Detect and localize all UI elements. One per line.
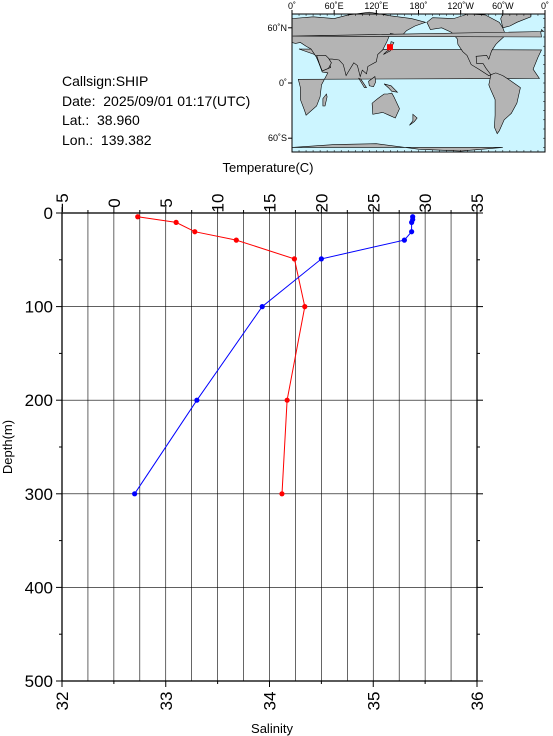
salinity-data-point (132, 491, 138, 497)
australia-land (371, 92, 400, 119)
salinity-data-point (409, 219, 415, 225)
temperature-tick-label: 35 (468, 194, 487, 213)
depth-tick-label: 100 (25, 298, 53, 317)
temperature-tick-label: 20 (312, 194, 331, 213)
south-america-land (488, 72, 521, 135)
salinity-data-point (401, 237, 407, 243)
newguinea-land (383, 83, 399, 93)
temperature-tick-label: −5 (53, 193, 72, 212)
salinity-axis-label: Salinity (251, 721, 293, 736)
map-top-tick-label: 120˚W (447, 1, 474, 11)
temperature-data-point (302, 304, 308, 310)
temperature-data-point (284, 397, 290, 403)
map-top-tick-label: 60˚W (492, 1, 514, 11)
salinity-data-point (194, 397, 200, 403)
salinity-data-point (259, 304, 265, 310)
map-left-tick-label: 0˚ (279, 78, 287, 88)
temperature-tick-label: 25 (364, 194, 383, 213)
depth-tick-label: 200 (25, 391, 53, 410)
temperature-axis-label: Temperature(C) (222, 160, 313, 175)
map-top-tick-label: 120˚E (364, 1, 388, 11)
temperature-data-point (233, 237, 239, 243)
temperature-profile-line (137, 216, 306, 494)
map-left-tick-label: 60˚S (268, 133, 287, 143)
salinity-profile-line (134, 216, 414, 495)
salinity-tick-label: 33 (157, 692, 176, 711)
temperature-data-point (192, 229, 198, 235)
depth-axis-label: Depth(m) (0, 420, 15, 474)
temperature-data-point (135, 214, 141, 220)
world-map: 0˚ 60˚E 120˚E 180˚ 120˚W 60˚W 0˚ 60˚N 0˚ 60˚S (267, 1, 549, 153)
salinity-tick-label: 34 (261, 692, 280, 711)
north-america-land (426, 13, 506, 76)
callsign-label: Callsign:SHIP (62, 73, 149, 89)
station-marker (386, 44, 393, 51)
temperature-tick-label: 30 (416, 194, 435, 213)
station-info: Callsign:SHIP Date: 2025/09/01 01:17(UTC… (62, 72, 250, 150)
temperature-data-point (291, 256, 297, 262)
depth-tick-label: 400 (25, 578, 53, 597)
map-left-tick-label: 60˚N (267, 23, 287, 33)
map-top-tick-label: 60˚E (325, 1, 344, 11)
temperature-tick-label: 10 (209, 194, 228, 213)
madagascar-land (322, 93, 328, 107)
borneo-land (368, 76, 376, 88)
temperature-tick-label: 0 (105, 198, 124, 207)
map-top-tick-label: 0˚ (288, 1, 296, 11)
lat-label: Lat.: 38.960 (62, 112, 140, 128)
temperature-tick-label: 15 (261, 194, 280, 213)
salinity-tick-label: 32 (53, 692, 72, 711)
salinity-data-point (409, 229, 415, 235)
depth-tick-label: 0 (44, 204, 53, 223)
salinity-tick-label: 36 (468, 692, 487, 711)
temperature-data-point (279, 491, 285, 497)
new-zealand-land (409, 113, 418, 126)
salinity-data-point (318, 256, 324, 262)
britain-land (292, 29, 545, 38)
map-top-tick-label: 180˚ (409, 1, 427, 11)
depth-tick-label: 300 (25, 485, 53, 504)
date-label: Date: 2025/09/01 01:17(UTC) (62, 92, 251, 109)
sumatra-land (358, 77, 368, 88)
temperature-data-point (173, 219, 179, 225)
depth-tick-label: 500 (25, 672, 53, 691)
arabia-land (316, 55, 332, 72)
lon-label: Lon.: 139.382 (62, 131, 152, 148)
temperature-tick-label: 5 (157, 198, 176, 207)
salinity-tick-label: 35 (364, 692, 383, 711)
map-top-tick-label: 0˚ (541, 1, 549, 11)
